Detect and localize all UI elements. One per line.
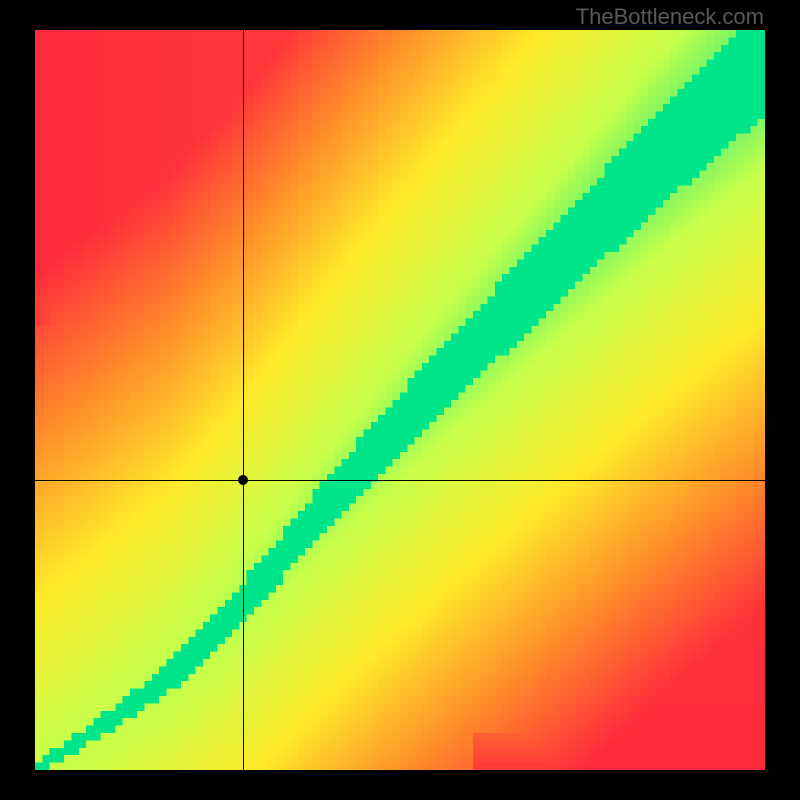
watermark: TheBottleneck.com [576,4,764,30]
crosshair-vertical [243,30,244,770]
heatmap-plot [35,30,765,770]
heatmap-canvas [35,30,765,770]
crosshair-horizontal [35,480,765,481]
marker-dot [238,475,248,485]
